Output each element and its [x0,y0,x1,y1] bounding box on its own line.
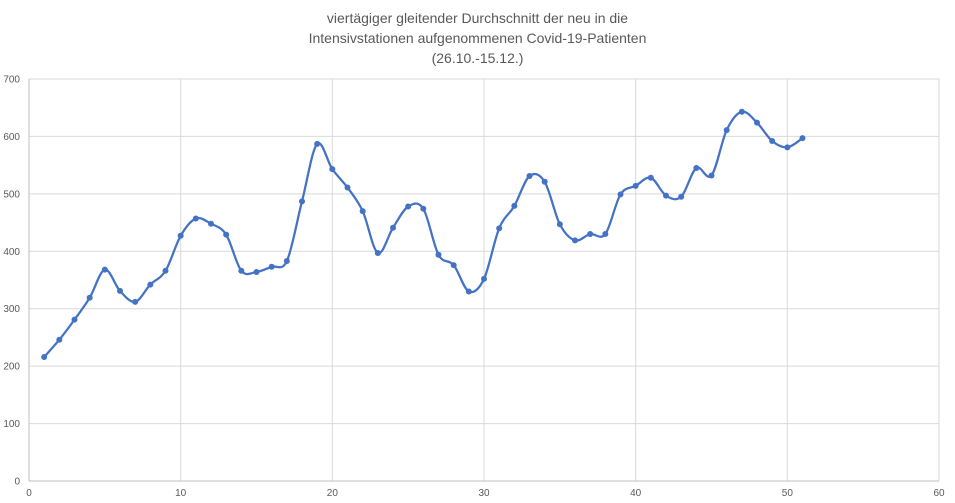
y-tick-label: 200 [3,362,20,373]
x-tick-label: 10 [175,488,187,499]
data-point [390,224,396,231]
tick-labels: 0 100 200 300 400 500 600 700 0 10 20 30 40 50 60 [3,75,945,500]
data-point [86,294,93,301]
data-point [268,263,275,270]
data-point [420,205,427,212]
data-point [526,173,533,180]
chart-title-line-1: viertägiger gleitender Durchschnitt der … [326,10,629,26]
data-point [208,220,214,227]
data-point [405,203,412,210]
x-tick-label: 0 [26,488,32,499]
data-point [799,135,806,142]
x-tick-label: 20 [327,488,339,499]
data-point [344,184,351,191]
y-tick-label: 0 [14,477,20,488]
y-tick-label: 600 [3,132,20,143]
data-point [496,225,503,232]
data-point [177,232,184,239]
data-point [283,258,290,265]
axes [28,79,939,482]
data-point [101,266,108,273]
data-point [299,198,305,205]
data-point [678,193,685,200]
data-point [769,138,776,145]
series-group [41,108,806,360]
y-tick-label: 500 [3,189,20,200]
data-point [708,172,715,179]
data-point [754,119,760,126]
data-point [147,281,154,288]
data-point [465,288,472,295]
data-point [784,144,791,151]
data-point [162,267,169,274]
data-point [435,251,442,258]
data-point [738,108,745,115]
y-tick-label: 100 [3,419,20,430]
data-point [572,237,578,244]
data-point [617,191,624,198]
data-point [329,166,336,173]
data-point [632,182,639,189]
data-point [374,250,381,257]
data-point [223,231,230,238]
data-point [541,178,548,185]
data-point [359,208,366,215]
data-point [481,275,487,282]
x-tick-label: 40 [630,488,642,499]
data-point [132,298,139,305]
data-point [253,268,260,275]
data-point [587,231,594,238]
data-point [663,192,669,199]
chart-title-line-2: Intensivstationen aufgenommenen Covid-19… [308,30,647,46]
data-point [723,127,730,134]
data-point [71,316,78,323]
data-point [693,165,700,172]
data-point [117,287,123,294]
data-point [314,140,321,147]
y-tick-label: 400 [3,247,20,258]
grid-lines [29,78,940,481]
y-tick-label: 300 [3,304,20,315]
data-point [238,267,245,274]
data-point [647,174,654,181]
x-tick-label: 60 [933,488,945,499]
data-point [192,215,199,222]
x-tick-label: 50 [782,488,794,499]
data-point [450,262,457,269]
data-point [56,336,63,343]
data-point [511,202,518,209]
data-point [602,231,609,238]
chart-title-line-3: (26.10.-15.12.) [431,50,524,66]
series-line [43,110,804,358]
data-point [41,353,48,360]
data-point [556,221,563,228]
y-tick-label: 700 [3,75,20,86]
x-tick-label: 30 [478,488,490,499]
